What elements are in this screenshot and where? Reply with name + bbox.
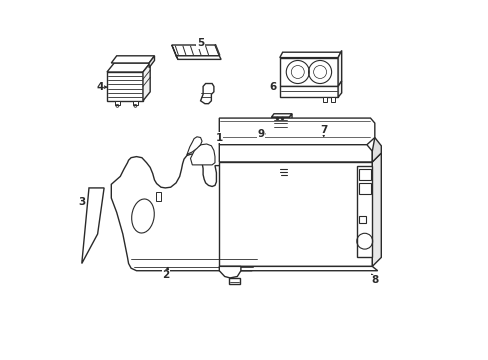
Polygon shape (156, 192, 161, 201)
Polygon shape (279, 52, 340, 58)
Polygon shape (176, 56, 221, 59)
Polygon shape (371, 153, 381, 266)
Text: 7: 7 (319, 125, 327, 135)
Polygon shape (133, 101, 138, 105)
Polygon shape (337, 50, 341, 86)
Text: 3: 3 (78, 197, 85, 207)
Polygon shape (219, 162, 371, 266)
Polygon shape (271, 114, 291, 117)
Polygon shape (215, 44, 220, 56)
Text: 6: 6 (268, 82, 276, 92)
Polygon shape (371, 138, 381, 162)
Polygon shape (289, 114, 291, 134)
Polygon shape (111, 154, 258, 271)
Polygon shape (356, 166, 371, 257)
Text: 1: 1 (215, 132, 223, 143)
Polygon shape (171, 45, 219, 56)
Polygon shape (200, 84, 213, 104)
Polygon shape (171, 45, 178, 59)
Polygon shape (115, 101, 120, 105)
Text: 2: 2 (162, 270, 169, 280)
Polygon shape (279, 86, 337, 97)
Polygon shape (358, 216, 366, 223)
Polygon shape (186, 137, 202, 155)
Polygon shape (107, 63, 150, 72)
Polygon shape (330, 97, 335, 102)
Polygon shape (219, 118, 374, 145)
Text: 5: 5 (197, 38, 204, 48)
Polygon shape (358, 169, 370, 180)
Polygon shape (229, 278, 240, 284)
Polygon shape (337, 81, 341, 97)
Polygon shape (271, 117, 289, 134)
Text: 4: 4 (96, 82, 103, 92)
Polygon shape (219, 266, 377, 271)
Text: 9: 9 (257, 129, 264, 139)
Polygon shape (219, 145, 371, 162)
Polygon shape (81, 188, 104, 264)
Polygon shape (279, 58, 337, 86)
Polygon shape (111, 56, 154, 63)
Text: 8: 8 (370, 275, 378, 285)
Polygon shape (322, 97, 326, 102)
Polygon shape (149, 56, 154, 68)
Polygon shape (107, 72, 142, 101)
Polygon shape (219, 266, 241, 278)
Polygon shape (358, 183, 370, 194)
Polygon shape (142, 63, 150, 101)
Polygon shape (190, 144, 215, 165)
